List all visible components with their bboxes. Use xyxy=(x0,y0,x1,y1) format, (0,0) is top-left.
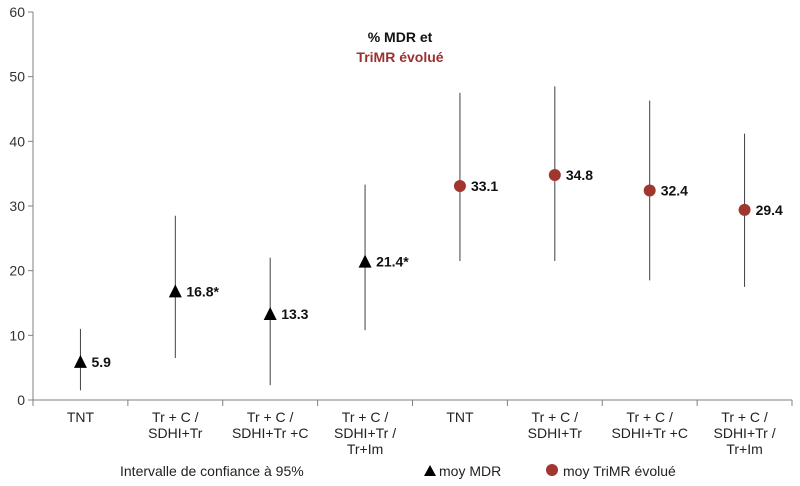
confidence-note: Intervalle de confiance à 95% xyxy=(120,463,304,479)
y-tick-label: 50 xyxy=(9,69,25,85)
data-label: 29.4 xyxy=(756,202,783,218)
circle-marker xyxy=(548,168,561,181)
data-label: 33.1 xyxy=(471,178,498,194)
x-category-label: Tr + C / SDHI+Tr +C xyxy=(611,409,688,441)
legend-circle-marker xyxy=(546,464,558,476)
x-category-line: Tr+Im xyxy=(347,441,383,457)
x-category-label: Tr + C / SDHI+Tr xyxy=(528,409,583,441)
x-category-line: SDHI+Tr / xyxy=(714,425,776,441)
circle-marker xyxy=(738,203,751,216)
x-category-label: TNT xyxy=(446,409,474,425)
data-points xyxy=(73,168,751,368)
x-category-line: SDHI+Tr +C xyxy=(232,425,309,441)
legend: moy MDR moy TriMR évolué xyxy=(424,463,676,479)
x-category-line: Tr + C / xyxy=(152,409,199,425)
triangle-marker xyxy=(73,354,87,368)
chart-title-line2: TriMR évolué xyxy=(356,49,443,65)
x-category-line: TNT xyxy=(67,409,95,425)
data-label: 13.3 xyxy=(281,306,308,322)
y-tick-label: 10 xyxy=(9,327,25,343)
data-label: 32.4 xyxy=(661,182,688,198)
y-tick-label: 20 xyxy=(9,263,25,279)
x-category-label: Tr + C / SDHI+Tr / Tr+Im xyxy=(714,409,776,457)
data-label: 16.8* xyxy=(186,283,219,299)
x-category-line: SDHI+Tr +C xyxy=(611,425,688,441)
data-label: 5.9 xyxy=(91,354,111,370)
x-category-line: TNT xyxy=(446,409,474,425)
x-category-line: SDHI+Tr xyxy=(148,425,203,441)
legend-label-mdr: moy MDR xyxy=(439,463,501,479)
axes xyxy=(32,12,792,401)
legend-triangle-marker xyxy=(424,465,436,476)
y-tick-label: 0 xyxy=(17,392,25,408)
x-category-line: Tr + C / xyxy=(342,409,389,425)
circle-marker xyxy=(453,179,466,192)
x-category-line: SDHI+Tr / xyxy=(334,425,396,441)
data-label: 21.4* xyxy=(376,254,409,270)
x-category-line: Tr + C / xyxy=(247,409,294,425)
x-category-line: Tr+Im xyxy=(726,441,762,457)
x-category-line: Tr + C / xyxy=(721,409,768,425)
x-category-line: SDHI+Tr xyxy=(528,425,583,441)
x-category-line: Tr + C / xyxy=(532,409,579,425)
circle-marker xyxy=(643,184,656,197)
data-labels: 5.9 16.8* 13.3 21.4* 33.1 34.8 32.4 29.4 xyxy=(91,167,783,370)
triangle-marker xyxy=(263,306,277,320)
legend-label-trimr: moy TriMR évolué xyxy=(563,463,676,479)
triangle-marker xyxy=(168,284,182,298)
y-tick-label: 60 xyxy=(9,4,25,20)
y-axis-ticks: 0 10 20 30 40 50 60 xyxy=(9,4,33,408)
y-tick-label: 40 xyxy=(9,133,25,149)
x-category-label: TNT xyxy=(67,409,95,425)
data-label: 34.8 xyxy=(566,167,593,183)
triangle-marker xyxy=(358,254,372,268)
y-tick-label: 30 xyxy=(9,198,25,214)
x-category-label: Tr + C / SDHI+Tr xyxy=(148,409,203,441)
x-category-label: Tr + C / SDHI+Tr +C xyxy=(232,409,309,441)
x-category-label: Tr + C / SDHI+Tr / Tr+Im xyxy=(334,409,396,457)
chart-title-line1: % MDR et xyxy=(368,29,433,45)
x-category-line: Tr + C / xyxy=(626,409,673,425)
error-bars xyxy=(79,86,746,391)
